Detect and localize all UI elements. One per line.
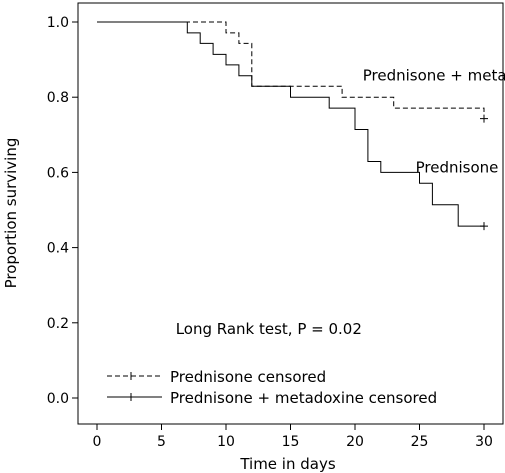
censor-mark [480,222,488,231]
series-line-prednisone [97,21,484,227]
legend-label: Prednisone + metadoxine censored [170,389,437,407]
annotation-layer: Prednisone + metadoxine Prednisone Long Ra… [176,66,505,338]
x-axis-title: Time in days [239,455,336,473]
y-tick-label: 0.4 [47,241,69,257]
x-tick-label: 10 [217,434,235,450]
x-tick-label: 20 [346,434,364,450]
censor-mark [480,114,488,123]
y-tick-label: 0.6 [47,165,69,181]
series-layer [97,21,488,231]
annotation-2: Long Rank test, P = 0.02 [176,320,362,338]
legend-label: Prednisone censored [170,368,326,386]
annotation-1: Prednisone [416,158,499,176]
y-axis-title: Proportion surviving [2,138,20,289]
legend: Prednisone censored Prednisone + metadoxi… [107,368,437,407]
y-tick-label: 0.2 [47,316,69,332]
x-tick-label: 25 [411,434,429,450]
annotation-0: Prednisone + metadoxine [363,66,505,84]
y-tick-label: 0.8 [47,90,69,106]
x-tick-label: 15 [282,434,300,450]
x-tick-label: 30 [475,434,493,450]
x-tick-label: 5 [157,434,166,450]
y-tick-label: 1.0 [47,15,69,31]
axis-ticks: 0 5 10 15 20 25 30 0.0 0.2 0.4 0.6 0.8 1.0 [47,15,493,450]
y-tick-label: 0.0 [47,391,69,407]
x-tick-label: 0 [93,434,102,450]
